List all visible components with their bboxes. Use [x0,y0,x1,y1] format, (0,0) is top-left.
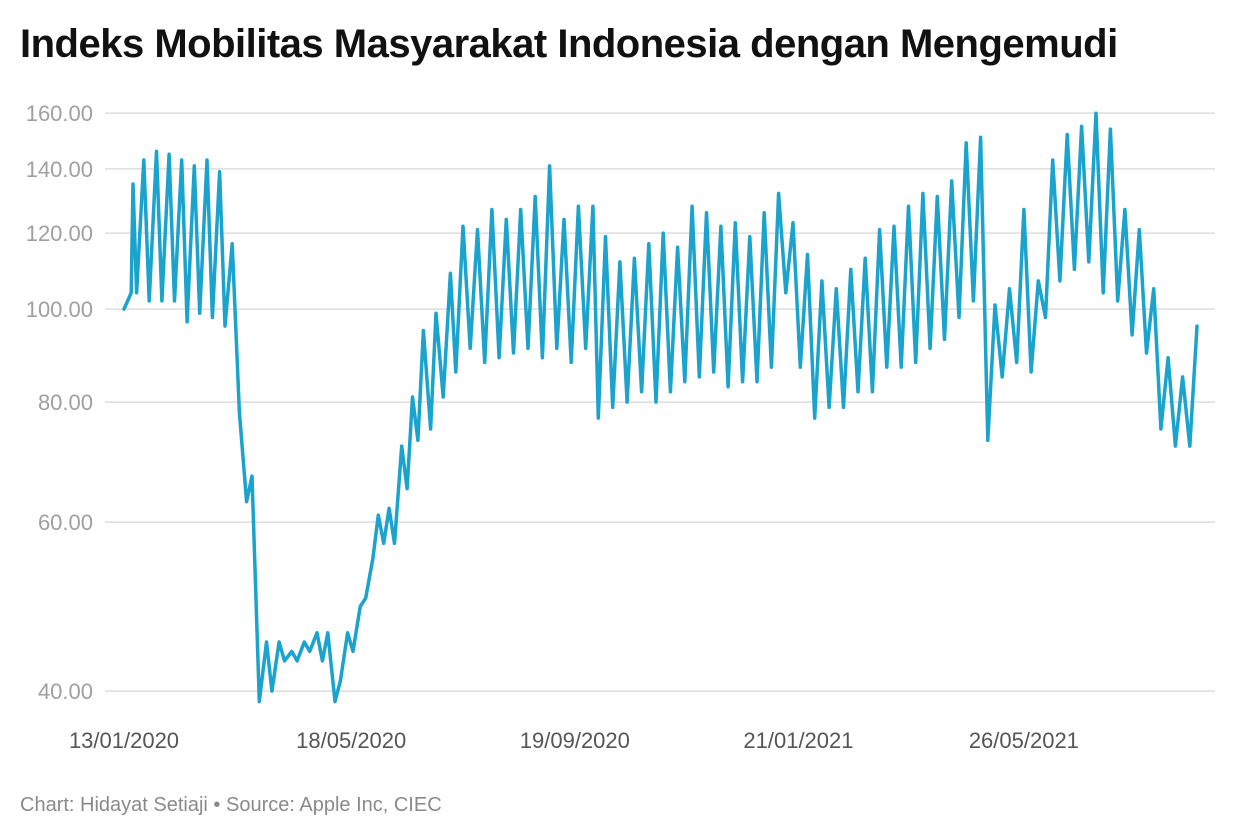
x-tick-label: 18/05/2020 [296,728,406,753]
series [122,111,1199,704]
x-tick-label: 19/09/2020 [520,728,630,753]
y-axis-ticks: 160.00 140.00 120.00 100.00 80.00 60.00 40.00 [26,101,93,704]
x-tick-label: 26/05/2021 [969,728,1079,753]
y-tick-label: 80.00 [38,390,93,415]
y-tick-label: 60.00 [38,510,93,535]
grid [105,112,1215,692]
y-tick-label: 40.00 [38,679,93,704]
x-tick-label: 21/01/2021 [743,728,853,753]
chart-footer: Chart: Hidayat Setiaji • Source: Apple I… [20,794,442,816]
chart-title: Indeks Mobilitas Masyarakat Indonesia de… [20,22,1118,66]
y-tick-label: 100.00 [26,297,93,322]
y-tick-label: 140.00 [26,157,93,182]
y-tick-label: 160.00 [26,101,93,126]
x-axis-ticks: 13/01/2020 18/05/2020 19/09/2020 21/01/2021… [69,728,1079,753]
series-line [122,111,1199,704]
y-tick-label: 120.00 [26,221,93,246]
x-tick-label: 13/01/2020 [69,728,179,753]
